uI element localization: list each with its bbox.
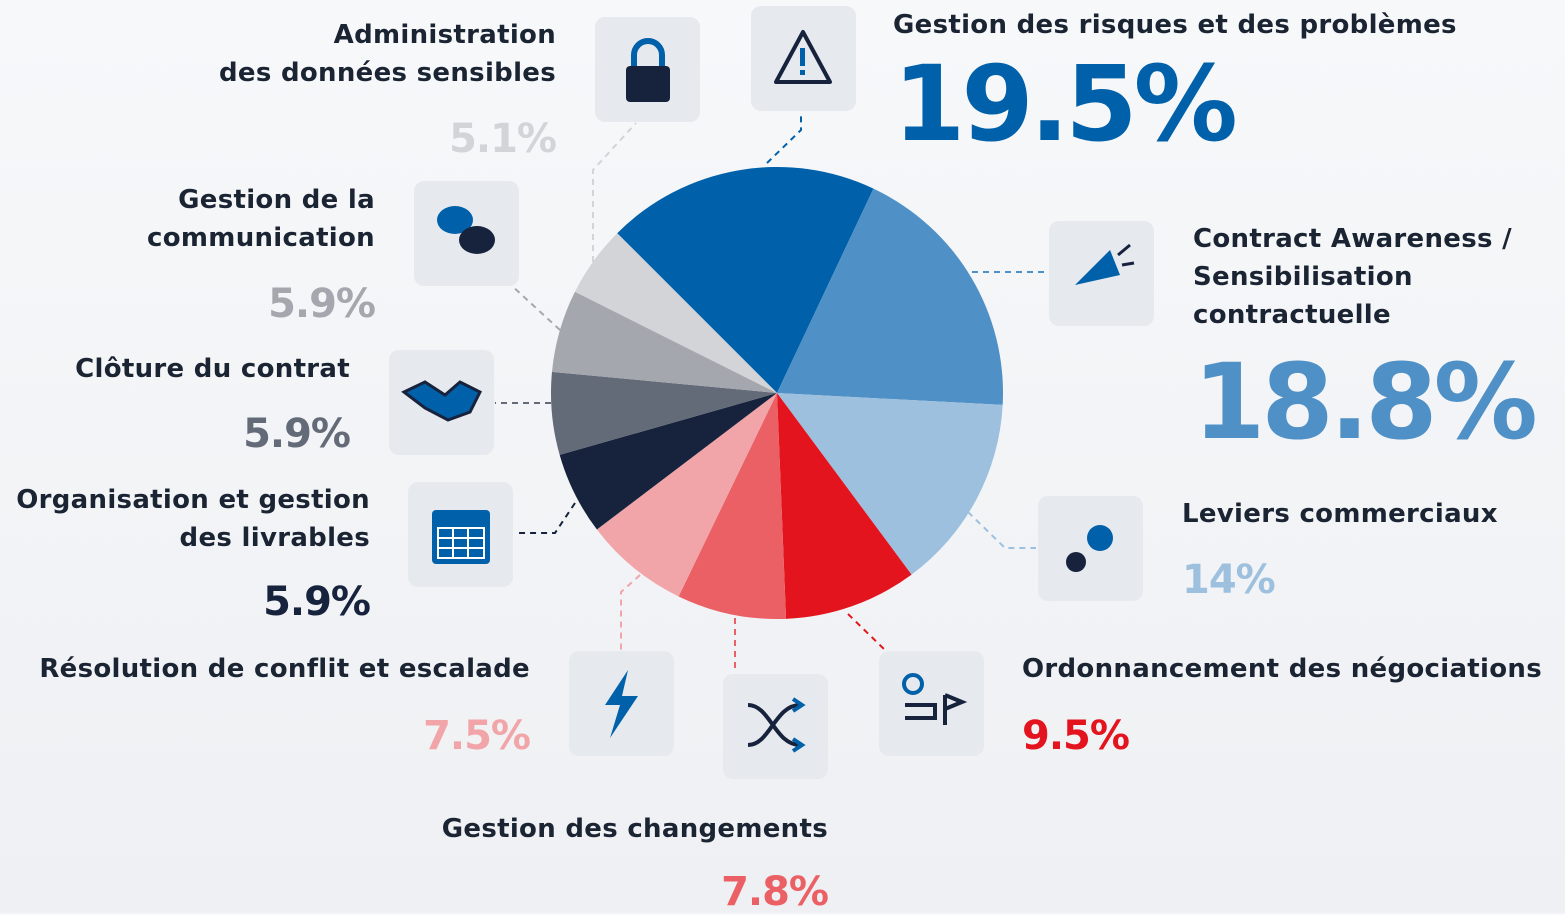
category-label: Gestion des changements [441,814,828,844]
category-label: Résolution de conflit et escalade [39,654,530,684]
pie-slice [777,393,1003,575]
lightning-icon [605,670,638,738]
leader [592,122,637,262]
leader [510,284,561,331]
pie-slice [777,393,912,619]
pie-slice [596,393,777,597]
lock-icon [626,66,670,102]
value-label: 9.5% [1022,713,1130,759]
value-label: 5.1% [449,116,557,162]
warning-dot [800,70,805,75]
megaphone-icon [1075,250,1120,285]
pie-slice [559,393,777,530]
pie-slice [678,393,787,619]
megaphone-waves [1117,243,1135,267]
category-label: Ordonnancement des négociations [1022,654,1542,684]
value-label: 5.9% [268,281,376,327]
pie-slice [574,233,777,393]
calendar-grid [437,527,485,559]
category-label: Contract Awareness / Sensibilisation con… [1193,224,1512,330]
icon-box [1038,496,1143,601]
pie-slice [777,188,1003,405]
handshake-icon [401,380,483,422]
leader [766,112,802,164]
leader [620,574,641,650]
value-label: 14% [1182,557,1276,603]
decoration [495,112,1047,673]
leader [967,511,1036,549]
chat-icon [459,226,495,254]
pin-icon [902,673,924,695]
chat-icon [437,206,473,234]
value-label: 5.9% [243,411,351,457]
shuffle-icon [747,703,801,747]
value-label: 7.8% [721,869,829,915]
pie-slice [551,291,777,393]
category-label: Clôture du contrat [75,354,350,384]
value-label: 18.8% [1193,341,1538,463]
value-label: 7.5% [423,713,531,759]
leader [518,502,576,534]
category-label: Organisation et gestion des livrables [16,485,370,553]
value-label: 19.5% [893,43,1238,165]
lock-shackle [631,38,665,66]
category-label: Gestion de la communication [147,185,375,253]
gear-icon [1087,525,1113,551]
category-label: Administration des données sensibles [219,20,556,88]
category-label: Leviers commerciaux [1182,499,1498,529]
value-label: 5.9% [263,579,371,625]
gear-icon [1066,552,1086,572]
category-label: Gestion des risques et des problèmes [893,10,1457,40]
warning-icon [774,30,832,84]
leader [847,613,887,652]
pie-slice [617,167,874,393]
shuffle-arrows [791,697,806,753]
pie-slice [551,371,777,455]
glyphs [401,30,1135,753]
pie [551,167,1003,619]
route-icon [905,693,968,725]
warning-mark [800,48,805,66]
